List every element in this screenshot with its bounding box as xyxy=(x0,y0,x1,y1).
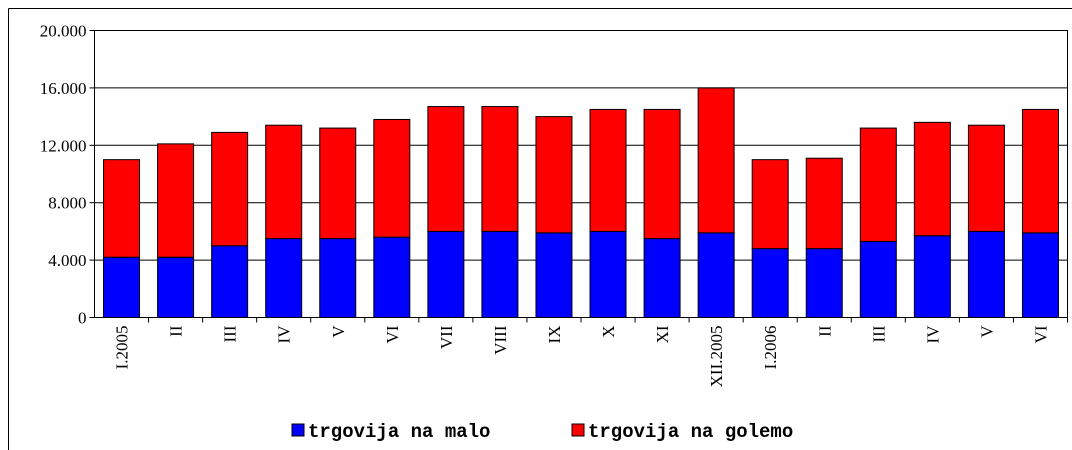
y-tick-label: 20.000 xyxy=(40,22,87,41)
x-tick-label: III xyxy=(869,325,888,342)
x-tick-label: X xyxy=(599,326,618,338)
y-tick-label: 0 xyxy=(78,309,87,328)
legend-swatch xyxy=(571,423,585,437)
x-tick-label: XII.2005 xyxy=(707,326,726,388)
bar-segment xyxy=(481,106,519,232)
bar-segment xyxy=(535,232,573,319)
bar-segment xyxy=(265,238,303,318)
bar-segment xyxy=(805,248,843,318)
y-tick-label: 8.000 xyxy=(48,194,86,213)
x-tick-label: VI xyxy=(1031,325,1050,343)
bar-segment xyxy=(103,159,141,258)
bar-segment xyxy=(589,230,627,318)
bar-segment xyxy=(157,256,195,319)
bar-segment xyxy=(967,230,1005,318)
bar-segment xyxy=(751,248,789,318)
x-tick-label: VIII xyxy=(491,325,510,355)
bar-segment xyxy=(427,230,465,318)
y-tick-label: 16.000 xyxy=(40,79,87,98)
y-tick-label: 4.000 xyxy=(48,251,86,270)
bar-segment xyxy=(319,127,357,240)
bar-segment xyxy=(805,157,843,250)
bar-segment xyxy=(913,121,951,237)
x-tick-label: IV xyxy=(923,325,942,344)
x-tick-label: II xyxy=(815,325,834,337)
bar-segment xyxy=(859,240,897,319)
x-tick-label: I.2005 xyxy=(113,326,132,370)
bar-segment xyxy=(913,235,951,318)
x-tick-label: V xyxy=(329,325,348,338)
x-tick-label: IX xyxy=(545,326,564,344)
bar-segment xyxy=(967,124,1005,232)
bar-segment xyxy=(103,256,141,319)
bar-segment xyxy=(265,124,303,240)
x-tick-label: V xyxy=(977,325,996,338)
x-tick-label: VII xyxy=(437,325,456,349)
legend-label: trgovija na golemo xyxy=(588,421,793,443)
bar-segment xyxy=(643,108,681,240)
bar-segment xyxy=(157,143,195,258)
bar-segment xyxy=(697,87,735,234)
bar-segment xyxy=(535,116,573,234)
legend-label: trgovija na malo xyxy=(308,421,490,443)
bar-segment xyxy=(589,108,627,232)
bar-segment xyxy=(427,106,465,232)
y-tick-label: 12.000 xyxy=(40,136,87,155)
bar-segment xyxy=(859,127,897,242)
bar-segment xyxy=(373,118,411,238)
bar-segment xyxy=(481,230,519,318)
bar-segment xyxy=(643,238,681,318)
bar-segment xyxy=(319,238,357,318)
bar-segment xyxy=(1021,108,1059,234)
x-tick-label: II xyxy=(167,325,186,337)
bar-segment xyxy=(373,236,411,318)
x-tick-label: IV xyxy=(275,325,294,344)
bar-segment xyxy=(1021,232,1059,319)
x-tick-label: XI xyxy=(653,325,672,343)
legend-swatch xyxy=(291,423,305,437)
bar-segment xyxy=(211,131,249,247)
bar-segment xyxy=(211,245,249,318)
x-tick-label: III xyxy=(221,325,240,342)
bar-segment xyxy=(697,232,735,319)
x-tick-label: I.2006 xyxy=(761,326,780,370)
bar-segment xyxy=(751,159,789,250)
x-tick-label: VI xyxy=(383,325,402,343)
